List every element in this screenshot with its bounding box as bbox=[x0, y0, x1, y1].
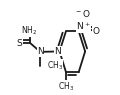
Text: CH$_3$: CH$_3$ bbox=[47, 60, 63, 72]
Text: N: N bbox=[37, 47, 44, 56]
Text: N: N bbox=[54, 47, 61, 56]
Text: O: O bbox=[93, 27, 100, 36]
Text: S: S bbox=[16, 39, 22, 48]
Text: CH$_3$: CH$_3$ bbox=[58, 81, 74, 93]
Text: NH$_2$: NH$_2$ bbox=[21, 25, 37, 37]
Text: $^-$O: $^-$O bbox=[74, 8, 91, 19]
Text: N$^+$: N$^+$ bbox=[76, 20, 91, 32]
